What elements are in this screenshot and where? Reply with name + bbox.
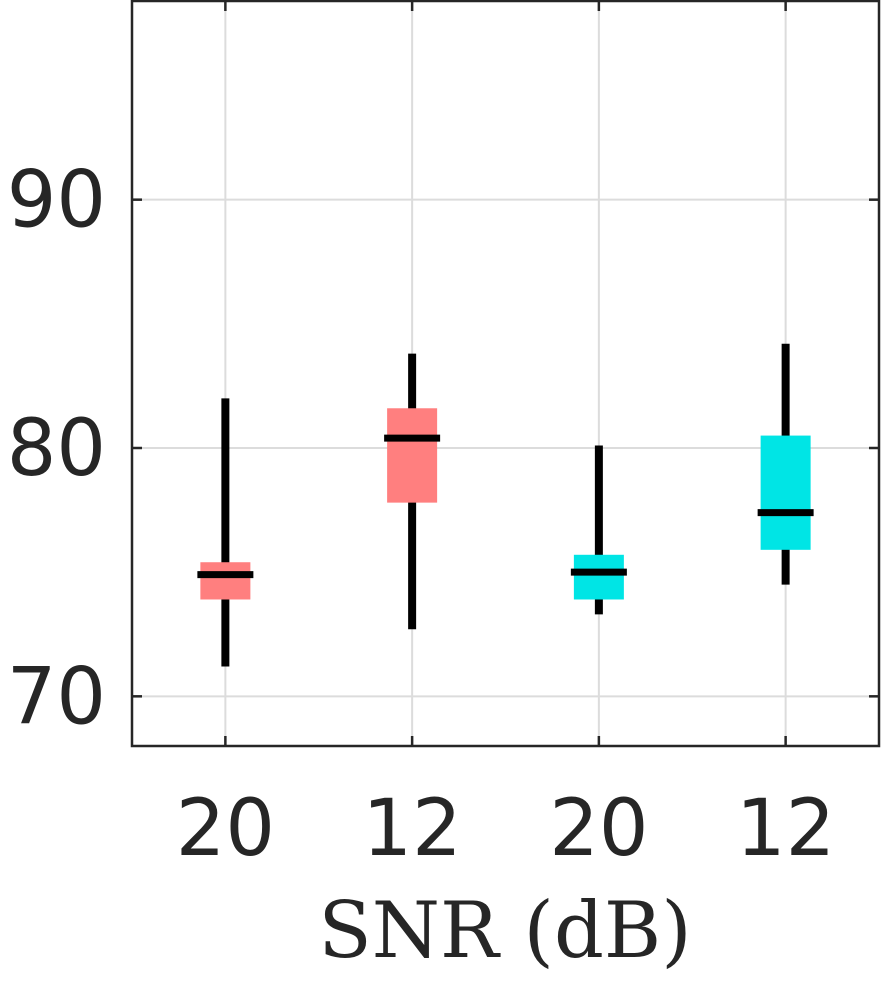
- box: [760, 435, 811, 550]
- box-group: [384, 353, 441, 630]
- x-tick-label: 12: [736, 784, 835, 874]
- y-tick-label: 80: [7, 404, 106, 494]
- box-group: [757, 343, 814, 585]
- plot-frame: [130, 0, 881, 748]
- boxes: [197, 343, 814, 667]
- plot-background: [132, 0, 879, 746]
- x-tick-label: 20: [549, 784, 648, 874]
- box-group: [197, 398, 254, 667]
- box-group: [570, 445, 627, 615]
- box: [387, 408, 438, 503]
- x-axis-title: SNR (dB): [318, 886, 691, 976]
- x-tick-label: 20: [176, 784, 275, 874]
- ticks: 70 80 90 20 12 20 12: [7, 1, 879, 874]
- y-tick-label: 90: [7, 156, 106, 246]
- box: [200, 562, 251, 600]
- y-tick-label: 70: [7, 652, 106, 742]
- x-tick-label: 12: [362, 784, 461, 874]
- box: [573, 554, 624, 600]
